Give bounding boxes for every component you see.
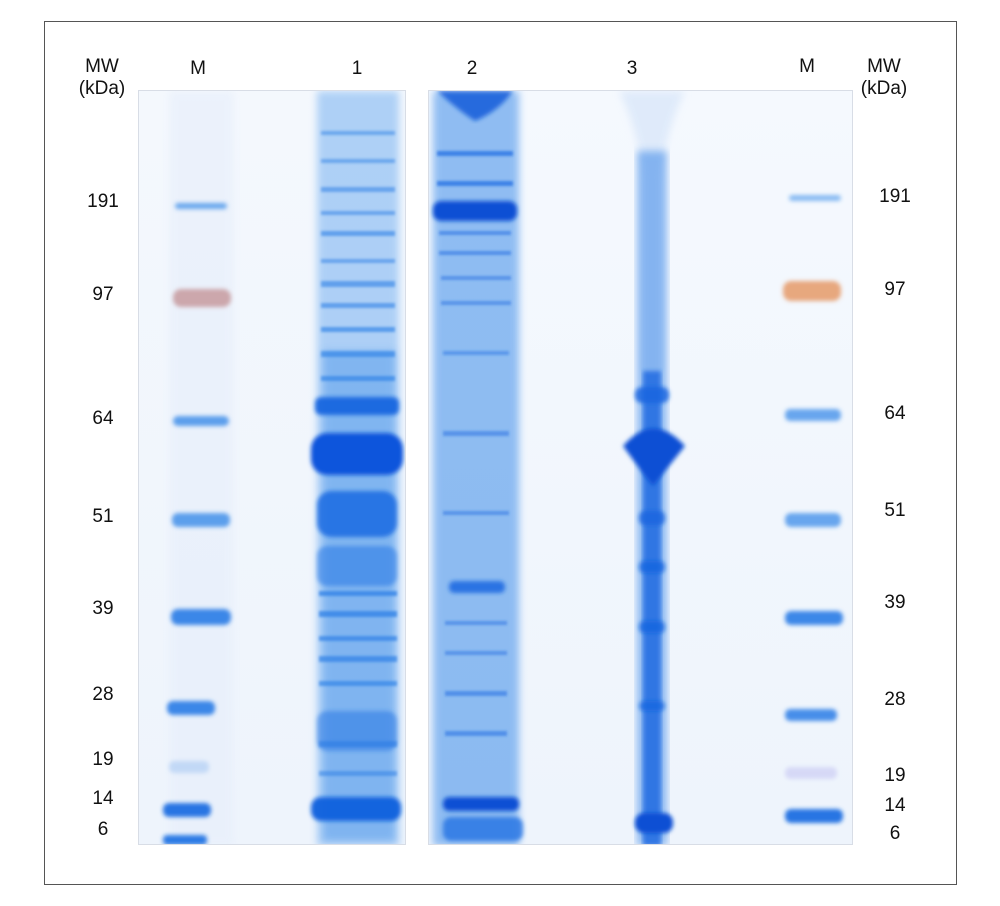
lane-1-band-main — [311, 433, 403, 475]
lane-1-band-14 — [311, 797, 401, 821]
marker-band-14 — [163, 803, 211, 817]
gel-left-svg — [139, 91, 405, 844]
marker-right-band-14 — [785, 809, 843, 823]
marker-label-left-28: 28 — [92, 684, 114, 705]
marker-label-right-19: 19 — [884, 765, 906, 786]
marker-right-band-97 — [783, 281, 841, 301]
marker-right-band-28 — [785, 709, 837, 721]
mw-axis-label-right: MW (kDa) — [860, 56, 908, 99]
marker-band-6 — [163, 835, 207, 844]
marker-label-left-191: 191 — [87, 191, 119, 212]
marker-lane-left — [163, 203, 231, 844]
marker-lane-left-tint — [169, 91, 234, 844]
lane-2-major-bands — [433, 201, 523, 841]
lane-2-band-6 — [443, 817, 523, 841]
marker-band-97 — [173, 289, 231, 307]
marker-right-band-51 — [785, 513, 841, 527]
lane-2-band-40 — [449, 581, 505, 593]
marker-label-left-39: 39 — [92, 598, 114, 619]
marker-label-right-28: 28 — [884, 689, 906, 710]
marker-lane-right — [783, 195, 843, 823]
lane-2-well — [437, 91, 513, 121]
lane-1-major-bands — [311, 397, 403, 821]
marker-label-right-191: 191 — [879, 186, 911, 207]
lane-3-band-14 — [635, 813, 673, 833]
marker-label-left-14: 14 — [92, 788, 114, 809]
gel-image-right — [428, 90, 853, 845]
marker-label-right-97: 97 — [884, 279, 906, 300]
mw-axis-label-left: MW (kDa) — [78, 56, 126, 99]
lane-2-band-14 — [443, 797, 519, 811]
lane-1-band-25 — [317, 711, 397, 751]
lane-3-bands — [623, 387, 685, 833]
gel-right-svg — [429, 91, 852, 844]
lane-2-bands — [437, 151, 513, 736]
marker-right-band-64 — [785, 409, 841, 421]
lane-label-1: 1 — [351, 58, 363, 79]
lane-label-m-right: M — [799, 56, 815, 77]
marker-band-39 — [171, 609, 231, 625]
marker-label-right-39: 39 — [884, 592, 906, 613]
marker-label-left-51: 51 — [92, 506, 114, 527]
lane-3-core — [643, 371, 661, 844]
lane-1-band-65 — [315, 397, 399, 415]
gel-image-left — [138, 90, 406, 845]
lane-label-3: 3 — [626, 58, 638, 79]
lane-1-band-45 — [317, 546, 397, 586]
marker-right-band-19 — [785, 767, 837, 779]
marker-label-left-64: 64 — [92, 408, 114, 429]
marker-band-28 — [167, 701, 215, 715]
marker-band-191 — [175, 203, 227, 209]
marker-label-right-51: 51 — [884, 500, 906, 521]
lane-3-band-main — [623, 428, 685, 486]
lane-1-band-52 — [317, 491, 397, 537]
marker-band-51 — [172, 513, 230, 527]
lane-label-m-left: M — [190, 58, 206, 79]
marker-label-right-64: 64 — [884, 403, 906, 424]
marker-right-band-191 — [789, 195, 841, 201]
lane-label-2: 2 — [466, 58, 478, 79]
marker-label-left-97: 97 — [92, 284, 114, 305]
marker-label-left-19: 19 — [92, 749, 114, 770]
marker-right-band-39 — [785, 611, 843, 625]
marker-label-left-6: 6 — [97, 819, 109, 840]
marker-band-19 — [169, 761, 209, 773]
marker-label-right-14: 14 — [884, 795, 906, 816]
marker-band-64 — [173, 416, 229, 426]
lane-2-band-191 — [433, 201, 517, 221]
marker-label-right-6: 6 — [889, 823, 901, 844]
